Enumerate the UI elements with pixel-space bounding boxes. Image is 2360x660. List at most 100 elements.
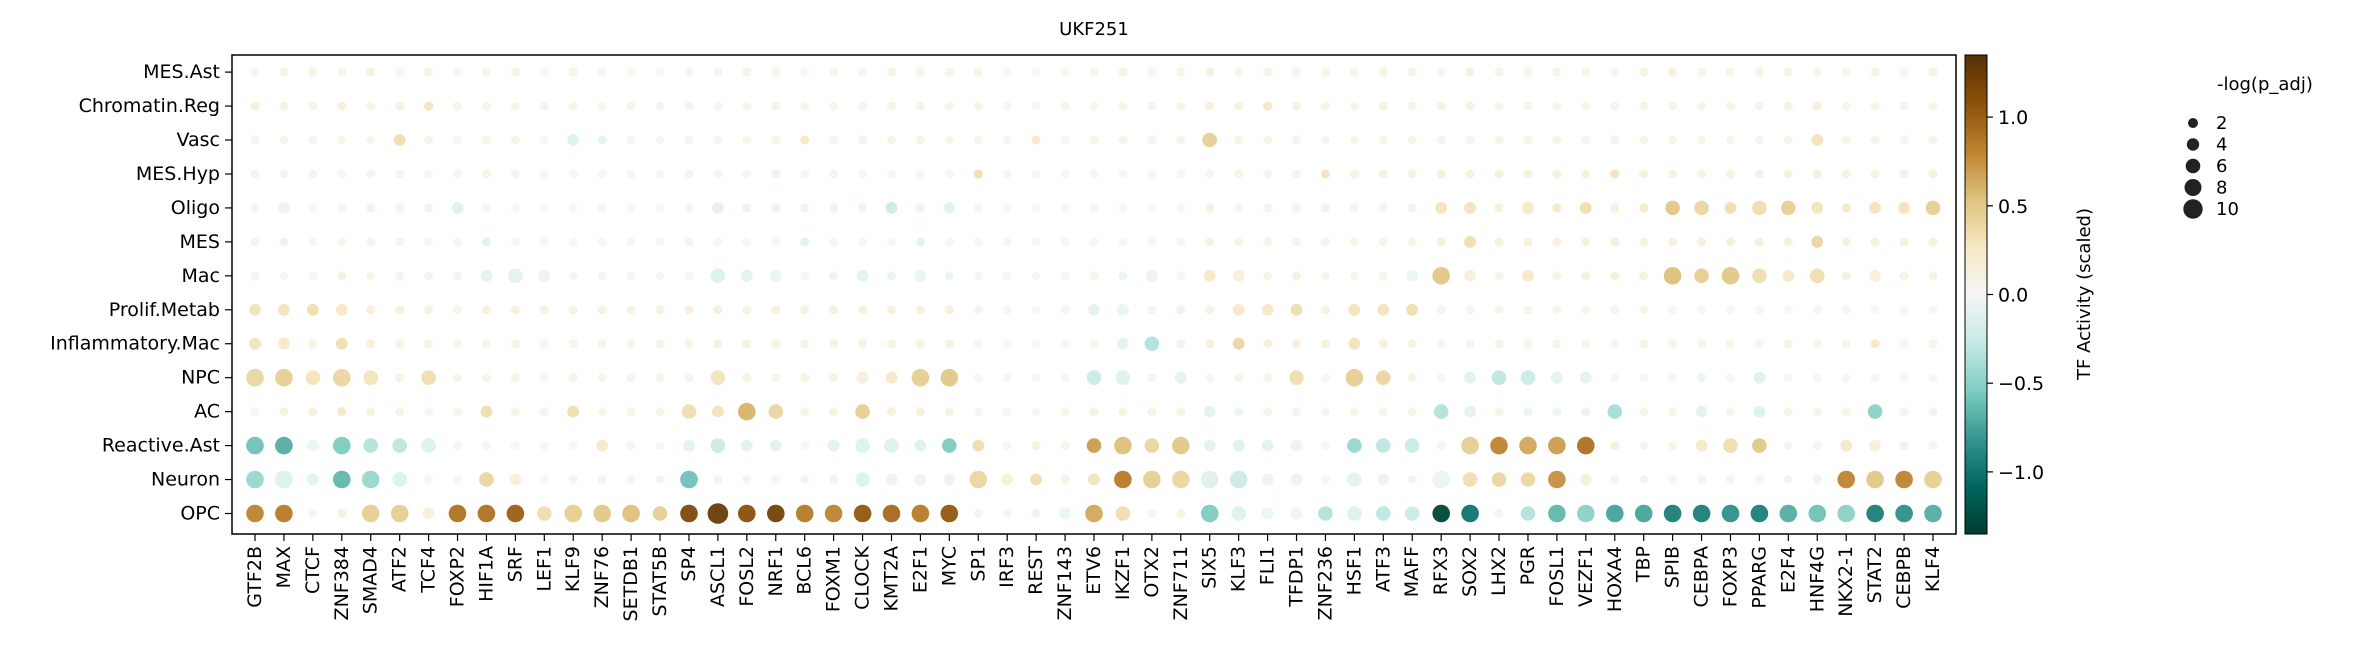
- dot-prolif-metab-znf143: [1060, 305, 1070, 315]
- dot-neuron-klf3: [1229, 470, 1248, 489]
- col-label-foxp2: FOXP2: [447, 546, 469, 607]
- dot-neuron-hoxa4: [1610, 475, 1620, 484]
- dot-mes-ast-kmt2a: [887, 67, 896, 77]
- dot-vasc-maff: [1407, 135, 1417, 145]
- dot-npc-bcl6: [800, 373, 810, 383]
- dot-mes-hyp-lef1: [539, 169, 549, 179]
- dot-inflammatory-mac-atf2: [395, 339, 405, 349]
- colorbar-tick-label: 1.0: [1998, 107, 2028, 129]
- dot-npc-fosl1: [1551, 371, 1563, 384]
- dot-oligo-fosl2: [742, 203, 752, 213]
- dot-opc-klf9: [564, 504, 582, 523]
- dot-chromatin-reg-klf9: [568, 101, 578, 111]
- dot-mes-hyp-setdb1: [626, 169, 636, 179]
- dot-npc-foxp2: [453, 373, 462, 383]
- dot-chromatin-reg-e2f1: [915, 101, 925, 111]
- dot-oligo-znf711: [1176, 203, 1186, 213]
- dot-mes-ast-pparg: [1754, 67, 1764, 77]
- col-label-max: MAX: [273, 546, 295, 588]
- dot-oligo-e2f1: [915, 203, 925, 213]
- dot-oligo-ascl1: [712, 202, 724, 214]
- dot-mes-lef1: [539, 237, 549, 247]
- dot-mes-hyp-pparg: [1754, 169, 1764, 179]
- dot-mes-stat5b: [655, 237, 665, 247]
- dot-vasc-atf3: [1378, 135, 1388, 145]
- dot-mes-ast-vezf1: [1581, 67, 1591, 77]
- dot-ac-bcl6: [800, 407, 810, 417]
- dot-mes-ast-lef1: [539, 67, 549, 77]
- dot-vasc-e2f1: [915, 135, 925, 145]
- dot-mes-tcf4: [424, 237, 434, 247]
- size-legend-label: 10: [2216, 199, 2239, 220]
- dot-inflammatory-mac-rest: [1031, 339, 1041, 349]
- dot-oligo-srf: [510, 203, 520, 213]
- dot-mes-ast-irf3: [1002, 67, 1012, 77]
- dot-opc-e2f4: [1779, 504, 1798, 523]
- dot-mes-ast-stat5b: [655, 67, 665, 77]
- dot-mes-myc: [944, 237, 954, 247]
- dot-ac-e2f1: [915, 407, 925, 417]
- dot-neuron-lhx2: [1491, 472, 1507, 487]
- dot-mes-ast-hoxa4: [1610, 67, 1620, 77]
- dot-mac-tfdp1: [1292, 271, 1301, 281]
- colorbar: [1964, 54, 1988, 535]
- dot-inflammatory-mac-foxm1: [829, 339, 839, 349]
- dot-chromatin-reg-pparg: [1754, 101, 1764, 111]
- dot-reactive-ast-srf: [510, 441, 520, 451]
- dot-vasc-klf4: [1928, 135, 1938, 145]
- dot-chromatin-reg-lef1: [539, 101, 549, 111]
- dot-opc-hsf1: [1347, 506, 1362, 521]
- dot-mac-znf143: [1060, 271, 1070, 281]
- dot-ac-rest: [1031, 407, 1041, 417]
- dot-prolif-metab-znf384: [335, 303, 348, 316]
- dot-prolif-metab-stat2: [1870, 305, 1880, 315]
- dot-vasc-klf3: [1234, 135, 1244, 145]
- dot-npc-tfdp1: [1289, 370, 1304, 386]
- col-label-kmt2a: KMT2A: [881, 546, 903, 612]
- dot-oligo-sox2: [1464, 202, 1476, 214]
- dot-ac-nkx2-1: [1841, 407, 1851, 417]
- dot-reactive-ast-sp4: [683, 439, 695, 452]
- dot-reactive-ast-kmt2a: [884, 438, 899, 453]
- dot-inflammatory-mac-znf76: [597, 339, 607, 349]
- dot-inflammatory-mac-etv6: [1089, 339, 1099, 349]
- dot-chromatin-reg-srf: [510, 101, 520, 111]
- dot-prolif-metab-hsf1: [1348, 303, 1361, 316]
- dot-opc-ikzf1: [1115, 506, 1131, 521]
- dot-mes-rest: [1031, 237, 1041, 247]
- dot-chromatin-reg-sp1: [973, 101, 983, 111]
- dot-mes-hyp-klf3: [1234, 169, 1244, 179]
- dot-mes-cebpb: [1899, 237, 1909, 247]
- dot-neuron-atf2: [392, 472, 408, 487]
- dot-chromatin-reg-stat2: [1870, 101, 1880, 111]
- dot-oligo-bcl6: [800, 203, 810, 213]
- dot-mes-hyp-gtf2b: [250, 169, 260, 179]
- dot-npc-gtf2b: [246, 368, 264, 387]
- dot-inflammatory-mac-setdb1: [626, 339, 636, 349]
- dot-chromatin-reg-sp4: [684, 101, 694, 111]
- dot-reactive-ast-vezf1: [1577, 436, 1595, 455]
- col-label-stat2: STAT2: [1864, 546, 1886, 603]
- dot-mac-fosl2: [740, 269, 753, 282]
- dot-prolif-metab-hnf4g: [1812, 305, 1822, 315]
- col-label-sox2: SOX2: [1459, 546, 1481, 597]
- dot-reactive-ast-hsf1: [1347, 438, 1362, 453]
- dot-vasc-smad4: [366, 135, 376, 145]
- dot-neuron-klf9: [568, 475, 578, 484]
- size-legend-title: -log(p_adj): [2217, 74, 2313, 95]
- dot-opc-ctcf: [308, 509, 318, 518]
- col-label-klf9: KLF9: [562, 546, 584, 592]
- colorbar-tick-label: −0.5: [1998, 373, 2044, 395]
- dot-reactive-ast-stat5b: [655, 441, 665, 451]
- dot-mes-foxm1: [829, 237, 839, 247]
- col-label-myc: MYC: [938, 546, 960, 586]
- dot-opc-znf384: [337, 509, 347, 518]
- col-label-sp4: SP4: [678, 546, 700, 582]
- dot-ac-maff: [1407, 407, 1417, 417]
- dot-reactive-ast-foxp2: [453, 441, 462, 451]
- dot-ac-foxp3: [1726, 407, 1735, 417]
- dot-neuron-maff: [1407, 475, 1417, 484]
- dot-mes-ast-fli1: [1263, 67, 1273, 77]
- dot-neuron-e2f4: [1783, 475, 1793, 484]
